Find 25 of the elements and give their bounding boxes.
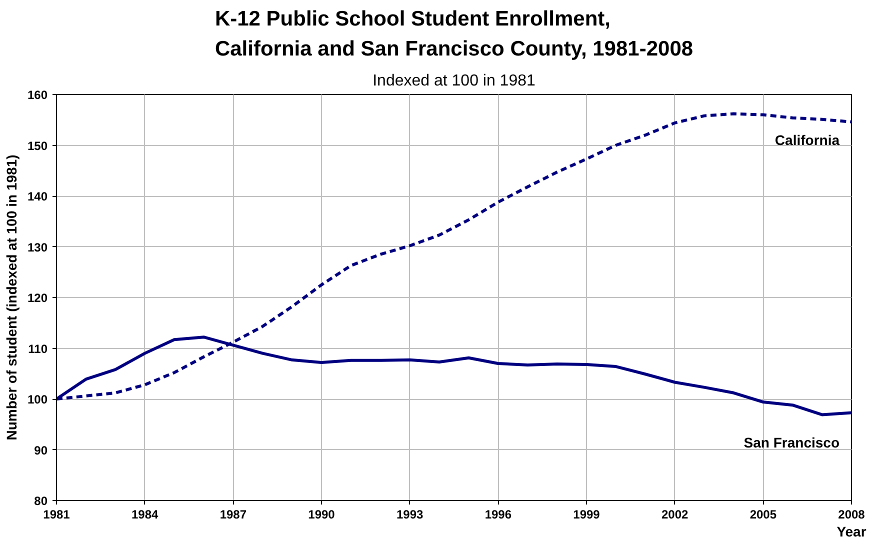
x-tick-label: 2002 bbox=[661, 508, 689, 522]
x-tick-label: 1993 bbox=[396, 508, 424, 522]
chart-subtitle: Indexed at 100 in 1981 bbox=[372, 72, 536, 90]
x-axis-title: Year bbox=[836, 524, 867, 540]
series-label: California bbox=[774, 132, 840, 148]
y-tick-label: 80 bbox=[34, 494, 48, 508]
y-tick-label: 120 bbox=[27, 291, 48, 305]
x-tick-label: 2005 bbox=[750, 508, 777, 522]
y-tick-label: 150 bbox=[27, 138, 48, 153]
x-tick-label: 1999 bbox=[573, 508, 600, 522]
y-tick-label: 130 bbox=[27, 240, 48, 254]
x-tick-label: 2008 bbox=[838, 508, 866, 522]
y-tick-label: 160 bbox=[27, 88, 48, 102]
x-tick-label: 1984 bbox=[131, 508, 159, 522]
chart-title: K-12 Public School Student Enrollment, California and San Francisco County, 1981-2008 bbox=[214, 8, 694, 60]
x-tick-label: 1996 bbox=[484, 508, 512, 522]
y-tick-label: 90 bbox=[34, 443, 48, 458]
x-tick-label: 1990 bbox=[308, 508, 336, 522]
y-tick-label: 100 bbox=[27, 392, 48, 406]
y-tick-label: 110 bbox=[28, 342, 48, 356]
series-label: San Francisco bbox=[744, 434, 840, 451]
y-axis-title: Number of student (indexed at 100 in 1981) bbox=[3, 154, 20, 440]
x-tick-label: 1987 bbox=[220, 508, 247, 522]
x-tick-label: 1981 bbox=[43, 508, 70, 522]
y-tick-label: 140 bbox=[27, 190, 48, 204]
